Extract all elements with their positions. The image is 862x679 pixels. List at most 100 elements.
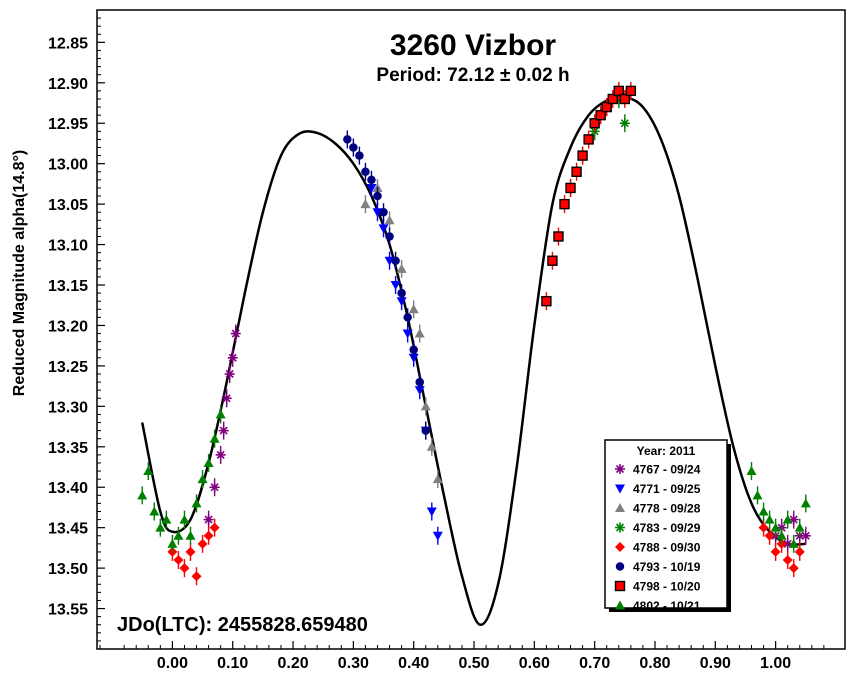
y-tick-label: 13.45 [48,521,88,538]
series-4778 [360,178,443,489]
x-tick-label: 1.00 [760,655,791,672]
legend-marker [615,503,625,512]
data-point [607,93,618,105]
data-point [203,530,214,541]
y-tick-label: 13.35 [48,440,88,457]
data-point [426,441,437,451]
x-tick-label: 0.20 [277,655,308,672]
fit-curve-layer [140,95,806,626]
x-tick-label: 0.10 [217,655,248,672]
axis-ticks: 0.00 0.10 0.20 0.30 0.40 0.50 0.60 0.70 0.80 0.90… [48,17,825,672]
data-point [788,538,799,548]
legend-label: 4771 - 09/25 [633,482,701,496]
data-point [770,522,781,532]
data-point [137,490,148,500]
data-point [396,263,407,273]
data-point [155,522,166,532]
data-point [403,313,412,322]
data-point [227,352,238,363]
data-point [619,118,630,129]
data-point [601,101,612,113]
epoch-label: JDo(LTC): 2455828.659480 [117,614,368,636]
data-point [215,449,226,460]
data-point [360,199,371,209]
data-point [764,514,775,524]
data-point [384,215,395,225]
legend-marker [615,464,625,474]
plot-frame [96,9,846,650]
x-tick-label: 0.50 [458,655,489,672]
data-point [203,514,214,525]
data-point [571,166,582,177]
legend-marker [615,522,625,533]
data-point [179,514,190,524]
legend-label: 4802 - 10/21 [633,599,701,613]
legend-label: 4778 - 09/28 [633,502,701,516]
data-point [421,426,431,435]
x-tick-label: 0.60 [519,655,550,672]
data-point [776,530,787,540]
data-point [203,457,214,467]
data-point [415,377,424,387]
x-tick-label: 0.80 [639,655,670,672]
data-point [397,288,406,298]
data-point [230,328,241,339]
y-axis-label: Reduced Magnitude alpha(14.8°) [11,150,28,396]
data-point [218,425,229,436]
data-point [355,151,364,160]
data-point [385,232,394,241]
data-point [173,530,184,540]
data-point [191,571,202,582]
data-point [577,150,588,161]
y-tick-label: 12.95 [48,116,88,133]
data-point [408,304,419,314]
data-point [378,224,389,234]
data-point [379,207,388,217]
data-point [589,118,600,129]
series-4793 [343,130,431,440]
y-tick-label: 13.30 [48,399,88,416]
data-point [794,522,805,532]
legend: Year: 2011 4767 - 09/24 4771 - 09/25 4778 … [604,439,731,613]
legend-title: Year: 2011 [637,444,696,458]
y-tick-label: 13.50 [48,561,88,578]
y-tick-label: 13.55 [48,602,88,619]
data-point [613,85,624,97]
data-point [800,498,811,508]
data-point [224,368,235,379]
data-point [565,182,576,194]
x-tick-label: 0.90 [700,655,731,672]
legend-label: 4783 - 09/29 [633,521,701,535]
y-tick-label: 13.25 [48,359,88,376]
x-tick-label: 0.00 [157,655,188,672]
fit-curve [140,95,806,626]
data-point [432,531,443,541]
data-point [179,563,190,574]
legend-marker [615,542,625,552]
data-point [390,281,401,291]
data-point [161,514,172,524]
y-tick-label: 13.00 [48,157,88,174]
data-point [414,328,425,338]
y-tick-label: 13.05 [48,197,88,214]
data-point [185,546,196,557]
data-point [191,498,202,508]
data-point [215,409,226,419]
data-point [173,555,184,566]
legend-marker [615,562,625,571]
legend-box [604,439,728,609]
data-point [391,256,400,265]
data-point [149,506,160,516]
data-point [746,466,757,476]
data-point [373,191,382,201]
data-point [420,401,431,411]
legend-label: 4788 - 09/30 [633,541,701,555]
data-point [349,143,358,152]
data-point [559,198,570,210]
data-point [782,514,793,524]
legend-marker [615,484,625,494]
data-point [752,490,763,500]
data-point [764,530,775,541]
